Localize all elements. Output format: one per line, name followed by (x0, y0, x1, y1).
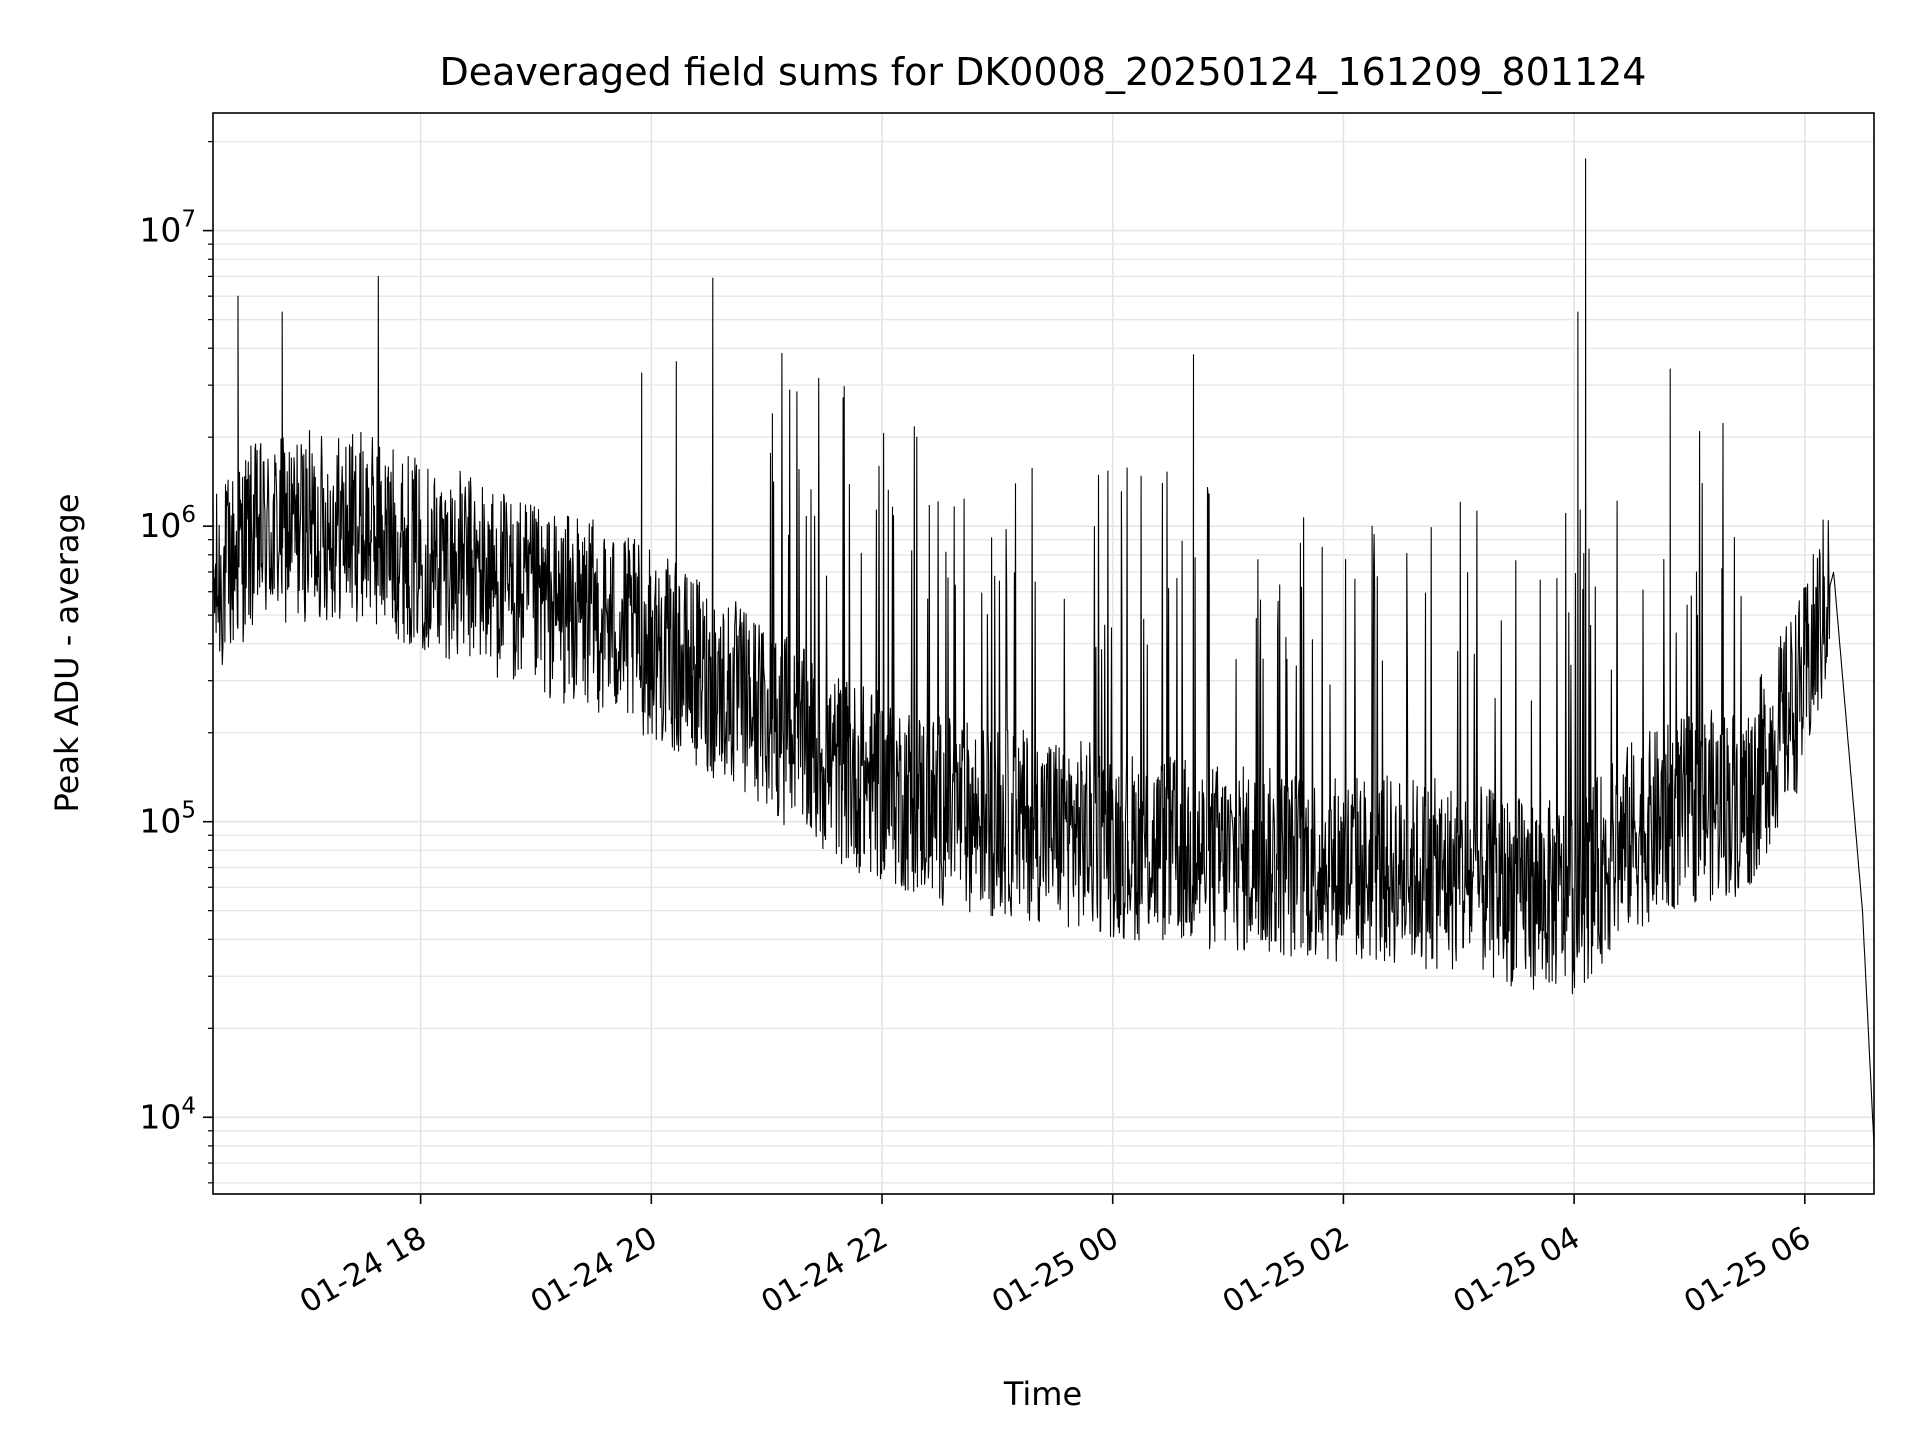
y-axis-label: Peak ADU - average (48, 494, 86, 813)
y-tick-label: 106 (139, 502, 196, 545)
series-line-group (212, 158, 1875, 1146)
x-axis-label: Time (1003, 1375, 1082, 1413)
y-tick-label: 105 (139, 798, 196, 841)
series-line (212, 158, 1875, 1146)
y-tick-label: 104 (139, 1093, 196, 1136)
chart-title: Deaveraged field sums for DK0008_2025012… (439, 50, 1646, 94)
y-tick-label: 107 (139, 207, 196, 250)
grid-lines (213, 113, 1874, 1194)
plot-frame (212, 112, 1875, 1195)
